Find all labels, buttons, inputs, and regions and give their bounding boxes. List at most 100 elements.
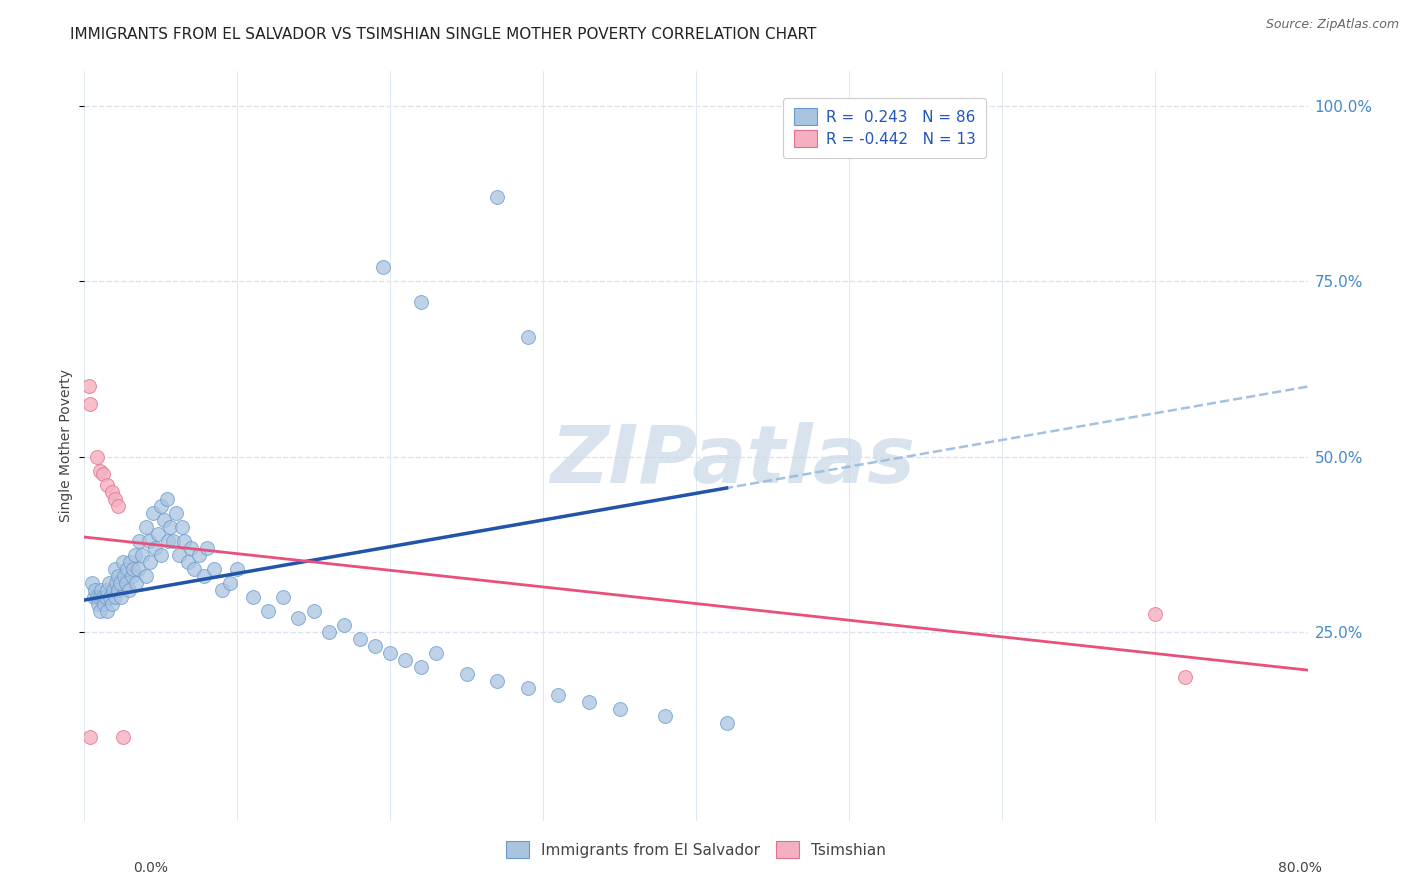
Point <box>104 561 127 575</box>
Point <box>107 568 129 582</box>
Point <box>157 533 180 548</box>
Point <box>97 575 120 590</box>
Point <box>84 582 107 597</box>
Point <box>333 617 356 632</box>
Point <box>193 568 215 582</box>
Point <box>271 590 294 604</box>
Point <box>394 652 416 666</box>
Point <box>547 688 569 702</box>
Point <box>146 526 169 541</box>
Point <box>131 548 153 562</box>
Point <box>609 701 631 715</box>
Point <box>138 533 160 548</box>
Point <box>139 555 162 569</box>
Point <box>302 603 325 617</box>
Point <box>202 561 225 575</box>
Point <box>226 561 249 575</box>
Point <box>105 575 128 590</box>
Point <box>111 730 134 744</box>
Point <box>118 582 141 597</box>
Point <box>121 568 143 582</box>
Point <box>101 597 124 611</box>
Point <box>349 632 371 646</box>
Point <box>108 575 131 590</box>
Point <box>107 582 129 597</box>
Point <box>110 590 132 604</box>
Point <box>104 491 127 506</box>
Point <box>98 590 121 604</box>
Point <box>486 673 509 688</box>
Point <box>91 590 114 604</box>
Point <box>101 484 124 499</box>
Point <box>425 646 447 660</box>
Point <box>180 541 202 555</box>
Point <box>409 295 432 310</box>
Point <box>156 491 179 506</box>
Point <box>211 582 233 597</box>
Point <box>91 467 114 481</box>
Point <box>77 379 100 393</box>
Point <box>94 590 117 604</box>
Point <box>371 260 394 275</box>
Point <box>127 561 149 575</box>
Point <box>1143 607 1166 621</box>
Point <box>162 533 184 548</box>
Point <box>177 555 200 569</box>
Point <box>124 548 146 562</box>
Point <box>89 463 111 477</box>
Point <box>114 575 136 590</box>
Point <box>486 190 509 204</box>
Point <box>287 610 309 624</box>
Point <box>165 506 187 520</box>
Point <box>159 519 181 533</box>
Point <box>122 561 145 575</box>
Point <box>79 397 101 411</box>
Point <box>716 715 738 730</box>
Point <box>242 590 264 604</box>
Point <box>173 533 195 548</box>
Point <box>167 548 190 562</box>
Point <box>654 708 676 723</box>
Point <box>112 568 135 582</box>
Point <box>135 519 157 533</box>
Point <box>257 603 280 617</box>
Point <box>80 575 103 590</box>
Point <box>93 597 115 611</box>
Point <box>103 582 125 597</box>
Point <box>86 450 108 464</box>
Point <box>96 582 118 597</box>
Text: 0.0%: 0.0% <box>134 861 169 875</box>
Point <box>318 624 340 639</box>
Point <box>96 477 118 491</box>
Y-axis label: Single Mother Poverty: Single Mother Poverty <box>59 369 73 523</box>
Point <box>142 506 165 520</box>
Point <box>218 575 240 590</box>
Point <box>1174 670 1197 684</box>
Point <box>89 603 111 617</box>
Text: ZIPatlas: ZIPatlas <box>550 422 915 500</box>
Point <box>149 499 172 513</box>
Point <box>172 519 194 533</box>
Point <box>111 555 134 569</box>
Point <box>149 548 172 562</box>
Point <box>578 695 600 709</box>
Point <box>96 603 118 617</box>
Point <box>79 730 101 744</box>
Point <box>195 541 218 555</box>
Point <box>143 541 166 555</box>
Text: IMMIGRANTS FROM EL SALVADOR VS TSIMSHIAN SINGLE MOTHER POVERTY CORRELATION CHART: IMMIGRANTS FROM EL SALVADOR VS TSIMSHIAN… <box>70 27 817 42</box>
Text: 80.0%: 80.0% <box>1278 861 1322 875</box>
Point <box>89 590 111 604</box>
Point <box>516 330 538 344</box>
Point <box>135 568 157 582</box>
Point <box>128 533 150 548</box>
Point <box>183 561 205 575</box>
Point <box>86 590 108 604</box>
Point <box>516 681 538 695</box>
Point <box>456 666 478 681</box>
Point <box>115 561 138 575</box>
Point <box>83 590 105 604</box>
Point <box>125 575 148 590</box>
Point <box>87 597 110 611</box>
Point <box>409 659 432 673</box>
